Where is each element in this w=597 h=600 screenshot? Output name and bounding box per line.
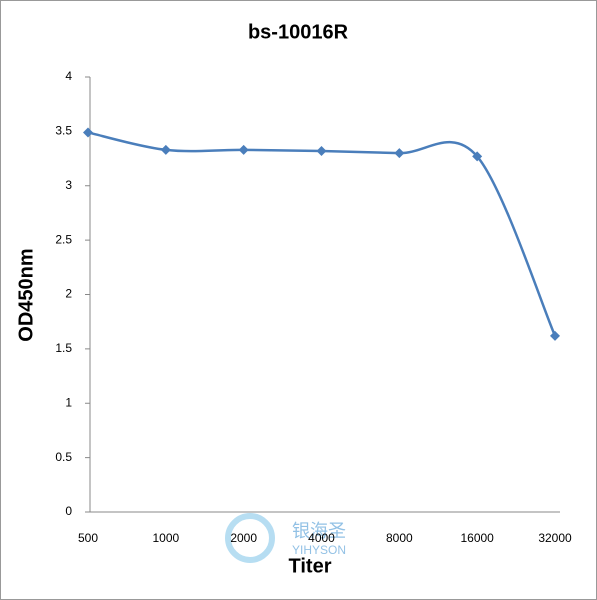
marker (394, 148, 405, 159)
marker (160, 144, 171, 155)
marker (238, 144, 249, 155)
marker (472, 151, 483, 162)
y-tick-label: 0 (65, 504, 72, 518)
y-tick-label: 3 (65, 178, 72, 192)
watermark-logo (225, 513, 275, 563)
y-axis-label: OD450nm (15, 248, 37, 341)
x-tick-label: 4000 (308, 531, 335, 545)
chart-title: bs-10016R (248, 21, 349, 43)
x-tick-label: 16000 (460, 531, 494, 545)
x-tick-label: 2000 (230, 531, 257, 545)
x-axis-label: Titer (289, 555, 332, 577)
x-tick-label: 1000 (152, 531, 179, 545)
y-tick-label: 2 (65, 287, 72, 301)
y-tick-label: 0.5 (55, 450, 72, 464)
x-tick-label: 32000 (538, 531, 572, 545)
y-tick-label: 2.5 (55, 232, 72, 246)
marker (316, 145, 327, 156)
marker (550, 330, 560, 341)
y-tick-label: 1 (65, 395, 72, 409)
watermark: 银海圣 YIHYSON (225, 513, 346, 563)
x-tick-label: 8000 (386, 531, 413, 545)
watermark-name: 银海圣 (292, 521, 346, 541)
y-tick-label: 1.5 (55, 341, 72, 355)
y-tick-label: 4 (65, 69, 72, 83)
y-tick-label: 3.5 (55, 124, 72, 138)
x-tick-label: 500 (78, 531, 98, 545)
marker (83, 127, 93, 138)
watermark-sub: YIHYSON (292, 543, 346, 557)
